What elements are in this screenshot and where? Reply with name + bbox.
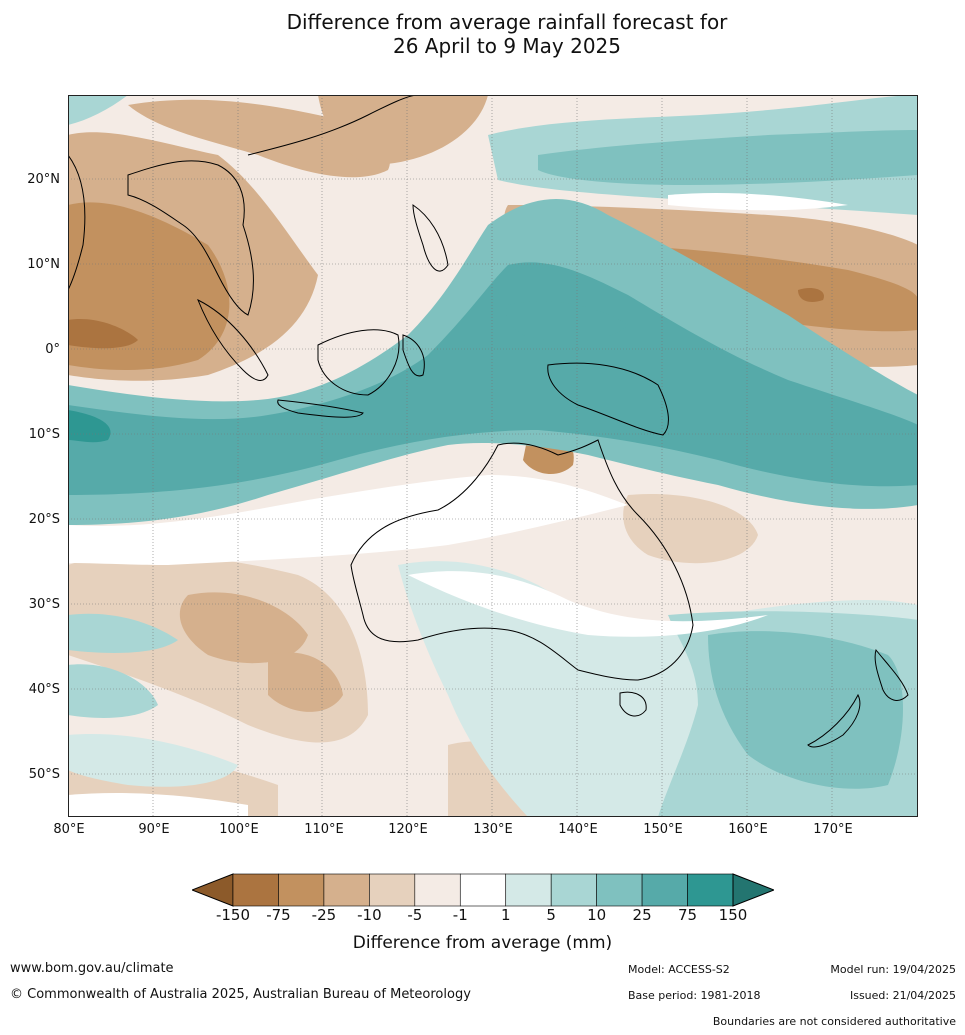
colorbar-swatch — [414, 873, 461, 907]
lon-label-100e: 100°E — [219, 822, 259, 837]
colorbar-tick-label: -1 — [452, 906, 468, 924]
issued-date: Issued: 21/04/2025 — [849, 989, 956, 1002]
borneo-coastline — [317, 329, 400, 396]
colorbar-tick-label: -75 — [266, 906, 291, 924]
lat-label-50s: 50°S — [28, 767, 60, 782]
new-guinea-coastline — [547, 362, 669, 436]
new-zealand-south-coastline — [807, 693, 861, 748]
base-period: Base period: 1981-2018 — [628, 989, 761, 1002]
colorbar-tick-label: 25 — [632, 906, 652, 924]
graticule — [68, 95, 918, 817]
colorbar-tick-label: 75 — [677, 906, 698, 924]
colorbar-arrow-high — [732, 873, 776, 907]
model-run-date: Model run: 19/04/2025 — [830, 963, 956, 976]
colorbar-tick-label: 10 — [587, 906, 607, 924]
sulawesi-coastline — [402, 334, 425, 377]
rainfall-anomaly-map — [68, 95, 918, 817]
lat-label-10s: 10°S — [28, 427, 60, 442]
lat-label-10n: 10°N — [27, 257, 60, 272]
boundaries-disclaimer: Boundaries are not considered authoritat… — [712, 1015, 956, 1028]
lat-label-30s: 30°S — [28, 597, 60, 612]
title-line-1: Difference from average rainfall forecas… — [286, 10, 728, 34]
java-coastline — [277, 399, 364, 418]
australia-coastline — [350, 439, 694, 681]
lon-label-160e: 160°E — [728, 822, 768, 837]
lon-label-120e: 120°E — [388, 822, 428, 837]
map-canvas — [68, 95, 918, 817]
lon-label-110e: 110°E — [304, 822, 344, 837]
near-average-regions — [68, 193, 848, 817]
legend-title: Difference from average (mm) — [352, 933, 613, 953]
colorbar-swatch — [505, 873, 552, 907]
lat-label-20n: 20°N — [27, 172, 60, 187]
lon-label-90e: 90°E — [138, 822, 170, 837]
tasmania-coastline — [619, 691, 647, 717]
lon-label-170e: 170°E — [813, 822, 853, 837]
new-zealand-north-coastline — [874, 648, 909, 701]
colorbar-tick-label: 5 — [546, 906, 556, 924]
southeast-asia-coastline — [127, 160, 254, 316]
sumatra-coastline — [197, 298, 269, 381]
lat-label-0: 0° — [45, 342, 60, 357]
model-name: Model: ACCESS-S2 — [628, 963, 730, 976]
copyright-text: © Commonwealth of Australia 2025, Austra… — [10, 987, 471, 1002]
lon-label-150e: 150°E — [643, 822, 683, 837]
colorbar-swatch — [323, 873, 370, 907]
lon-label-80e: 80°E — [53, 822, 85, 837]
colorbar-swatch — [687, 873, 734, 907]
website-link[interactable]: www.bom.gov.au/climate — [10, 961, 174, 976]
lat-label-40s: 40°S — [28, 682, 60, 697]
coastlines — [68, 95, 909, 748]
map-title: Difference from average rainfall forecas… — [0, 10, 965, 58]
colorbar-swatch — [596, 873, 643, 907]
lat-label-20s: 20°S — [28, 512, 60, 527]
lon-label-140e: 140°E — [558, 822, 598, 837]
lon-label-130e: 130°E — [473, 822, 513, 837]
colorbar-tick-label: -150 — [215, 906, 251, 924]
colorbar — [190, 873, 776, 907]
colorbar-swatch — [232, 873, 279, 907]
colorbar-tick-label: 150 — [718, 906, 748, 924]
colorbar-swatch — [550, 873, 597, 907]
title-line-2: 26 April to 9 May 2025 — [393, 34, 621, 58]
map-frame — [68, 95, 918, 817]
colorbar-legend — [190, 873, 776, 907]
colorbar-tick-label: -25 — [311, 906, 337, 924]
colorbar-tick-label: -5 — [407, 906, 423, 924]
philippines-coastline — [412, 204, 449, 272]
colorbar-swatch — [369, 873, 416, 907]
wet-anomaly-regions — [68, 95, 918, 817]
colorbar-arrow-low — [190, 873, 234, 907]
india-coastline — [68, 154, 86, 291]
colorbar-tick-label: 1 — [500, 906, 511, 924]
colorbar-swatch — [641, 873, 688, 907]
colorbar-tick-label: -10 — [357, 906, 382, 924]
colorbar-swatch — [278, 873, 325, 907]
colorbar-swatch — [459, 873, 507, 907]
china-coastline — [247, 95, 419, 156]
